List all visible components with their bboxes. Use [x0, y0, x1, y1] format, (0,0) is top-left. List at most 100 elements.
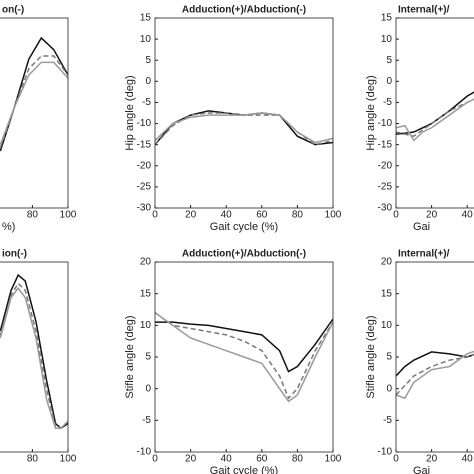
curve — [0, 36, 68, 152]
x-axis-label: %) — [2, 221, 15, 233]
y-tick-label: 15 — [140, 288, 152, 299]
x-tick-label: 100 — [325, 210, 342, 221]
plot-frame — [395, 17, 474, 209]
x-tick-label: 20 — [426, 210, 438, 221]
x-axis-label: Gai — [413, 465, 430, 474]
y-tick-label: 20 — [140, 257, 152, 268]
x-tick-label: 60 — [256, 454, 268, 465]
y-axis-label: Hip angle (deg) — [124, 75, 136, 150]
panel: 80 100 on(-)%) — [0, 5, 77, 233]
plot-lines — [155, 312, 333, 403]
x-tick-label: 40 — [221, 210, 233, 221]
curve — [396, 91, 474, 135]
curve — [396, 351, 474, 377]
y-tick-label: 20 — [381, 257, 393, 268]
y-tick-label: -30 — [378, 203, 393, 214]
y-tick-label: 15 — [381, 13, 393, 24]
x-tick-label: 80 — [292, 210, 304, 221]
curve — [155, 312, 333, 403]
panel-title: ion(-) — [2, 249, 27, 260]
y-tick-label: -15 — [137, 139, 152, 150]
curve — [0, 286, 68, 429]
plot-lines — [396, 350, 474, 400]
plot-frame — [154, 17, 334, 209]
y-tick-label: 10 — [381, 34, 393, 45]
x-tick-label: 20 — [185, 454, 197, 465]
y-tick-label: -10 — [378, 118, 393, 129]
y-axis-label: Stifle angle (deg) — [365, 315, 377, 398]
y-tick-label: 5 — [145, 55, 151, 66]
y-tick-label: 0 — [386, 383, 392, 394]
x-axis-label: Gait cycle (%) — [210, 465, 278, 474]
x-tick-label: 40 — [221, 454, 233, 465]
x-tick-label: 0 — [393, 210, 399, 221]
y-tick-label: 10 — [140, 34, 152, 45]
y-tick-label: -5 — [383, 415, 392, 426]
y-tick-label: 0 — [145, 76, 151, 87]
plot-lines — [0, 36, 68, 152]
curve — [396, 98, 474, 138]
panel: 0 20 40 -10 -5 0 5 10 15 20 Internal(+)/ Gai Stifle … — [365, 249, 474, 474]
x-tick-label: 0 — [393, 454, 399, 465]
y-tick-label: 5 — [386, 55, 392, 66]
y-tick-label: -20 — [378, 160, 393, 171]
y-tick-label: -30 — [137, 203, 152, 214]
x-axis-label: Gait cycle (%) — [210, 221, 278, 233]
panel: 0 20 40 -30 -25 -20 -15 -10 -5 0 5 10 15 Internal(+)/… — [365, 5, 474, 233]
plot-lines — [396, 91, 474, 142]
curve — [155, 318, 333, 373]
y-tick-label: -5 — [142, 415, 151, 426]
plot-frame — [0, 17, 69, 209]
panel: 0 20 40 60 80 100 -10 -5 0 5 10 15 20 Adduction(+)/Ab… — [124, 249, 342, 474]
y-tick-label: 15 — [381, 288, 393, 299]
y-tick-label: 0 — [386, 76, 392, 87]
plot-frame — [0, 261, 69, 453]
panel: 0 20 40 60 80 100 -30 -25 -20 -15 -10 -5 0 5 10 15 Adduc… — [124, 5, 342, 233]
curve — [155, 112, 333, 144]
y-tick-label: 5 — [145, 352, 151, 363]
plot-lines — [0, 273, 68, 430]
y-tick-label: 15 — [140, 13, 152, 24]
x-tick-label: 80 — [292, 454, 304, 465]
y-tick-label: -15 — [378, 139, 393, 150]
panel-title: Internal(+)/ — [398, 5, 450, 16]
y-tick-label: -10 — [137, 118, 152, 129]
y-tick-label: -25 — [137, 182, 152, 193]
y-tick-label: 0 — [145, 383, 151, 394]
x-tick-label: 80 — [27, 454, 39, 465]
y-tick-label: 10 — [140, 320, 152, 331]
x-tick-label: 40 — [462, 454, 474, 465]
curve — [155, 312, 333, 400]
y-axis-label: Stifle angle (deg) — [124, 315, 136, 398]
x-tick-label: 40 — [462, 210, 474, 221]
panel: 80 100 ion(-) — [0, 249, 77, 465]
curve — [396, 353, 474, 396]
y-tick-label: -20 — [137, 160, 152, 171]
y-tick-label: -25 — [378, 182, 393, 193]
y-tick-label: -10 — [378, 447, 393, 458]
x-tick-label: 60 — [256, 210, 268, 221]
y-tick-label: -5 — [383, 97, 392, 108]
x-tick-label: 20 — [426, 454, 438, 465]
curve — [0, 282, 68, 430]
y-axis-label: Hip angle (deg) — [365, 75, 377, 150]
panel-title: Adduction(+)/Abduction(-) — [182, 5, 306, 16]
x-tick-label: 100 — [60, 210, 77, 221]
x-tick-label: 100 — [325, 454, 342, 465]
panel-title: Adduction(+)/Abduction(-) — [182, 249, 306, 260]
x-tick-label: 0 — [152, 454, 158, 465]
y-tick-label: -10 — [137, 447, 152, 458]
curve — [155, 110, 333, 146]
x-tick-label: 80 — [27, 210, 39, 221]
panel-title: Internal(+)/ — [398, 249, 450, 260]
panel-title: on(-) — [2, 5, 24, 16]
y-tick-label: 10 — [381, 320, 393, 331]
curve — [396, 350, 474, 400]
x-tick-label: 0 — [152, 210, 158, 221]
x-tick-label: 20 — [185, 210, 197, 221]
x-axis-label: Gai — [413, 221, 430, 233]
x-tick-label: 100 — [60, 454, 77, 465]
plot-lines — [155, 110, 333, 146]
curve — [0, 61, 68, 145]
